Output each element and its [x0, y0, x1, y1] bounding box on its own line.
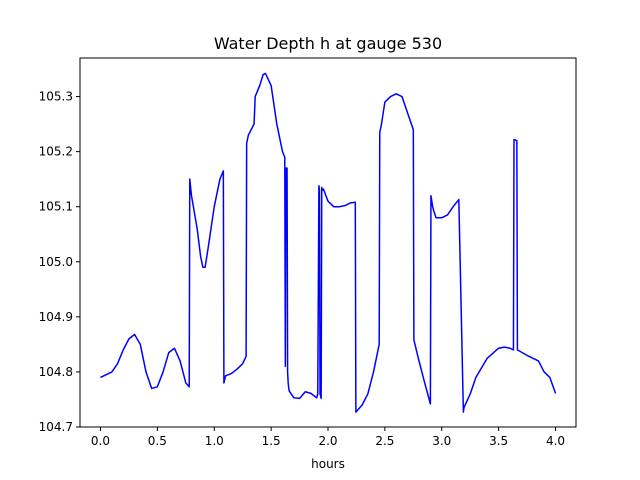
x-tick-label: 2.5: [375, 434, 394, 448]
axes: 0.0 0.5 1.0 1.5 2.0 2.5 3.0 3.5 4.0 104.7 104.8 104…: [39, 57, 577, 448]
x-axis-label: hours: [311, 457, 345, 471]
plot-area: [100, 72, 557, 413]
y-tick-label: 105.3: [39, 90, 73, 104]
x-tick-label: 0.0: [91, 434, 110, 448]
x-tick-label: 4.0: [546, 434, 565, 448]
y-tick-label: 105.2: [39, 145, 73, 159]
y-tick-label: 105.1: [39, 200, 73, 214]
y-tick-label: 104.7: [39, 420, 73, 434]
y-tick-label: 104.8: [39, 365, 73, 379]
x-tick-label: 1.0: [205, 434, 224, 448]
y-tick-label: 104.9: [39, 310, 73, 324]
series-line-0: [100, 72, 557, 413]
x-tick-label: 2.0: [318, 434, 337, 448]
chart-title: Water Depth h at gauge 530: [214, 34, 442, 53]
x-tick-label: 3.0: [432, 434, 451, 448]
x-tick-label: 1.5: [262, 434, 281, 448]
x-tick-label: 0.5: [148, 434, 167, 448]
x-tick-label: 3.5: [489, 434, 508, 448]
y-tick-label: 105.0: [39, 255, 73, 269]
